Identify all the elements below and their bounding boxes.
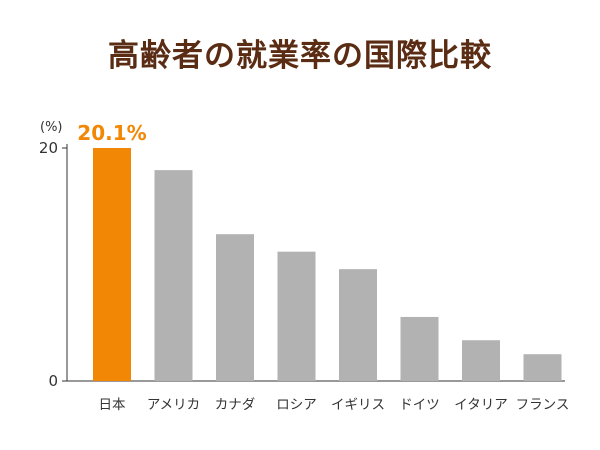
category-label: フランス [516,397,570,413]
category-label: ドイツ [399,397,440,413]
bar-2 [216,234,254,381]
bar-7 [523,354,562,381]
bar-4 [339,269,377,381]
chart-title: 高齢者の就業率の国際比較 [108,38,492,74]
bar-1 [154,170,193,381]
bar-3 [277,251,316,381]
category-label: アメリカ [147,397,200,413]
y-tick-label: 0 [48,372,58,390]
category-label: 日本 [99,397,126,413]
bar-0 [93,148,131,381]
highlight-data-label: 20.1% [77,121,146,145]
category-label: ロシア [276,397,317,413]
category-label: イタリア [454,397,507,413]
category-label: イギリス [331,397,385,413]
bar-5 [400,316,439,381]
bar-6 [462,340,500,381]
y-tick-label: 20 [39,139,58,157]
category-label: カナダ [215,397,256,413]
y-axis-unit-label: (%) [40,120,63,135]
